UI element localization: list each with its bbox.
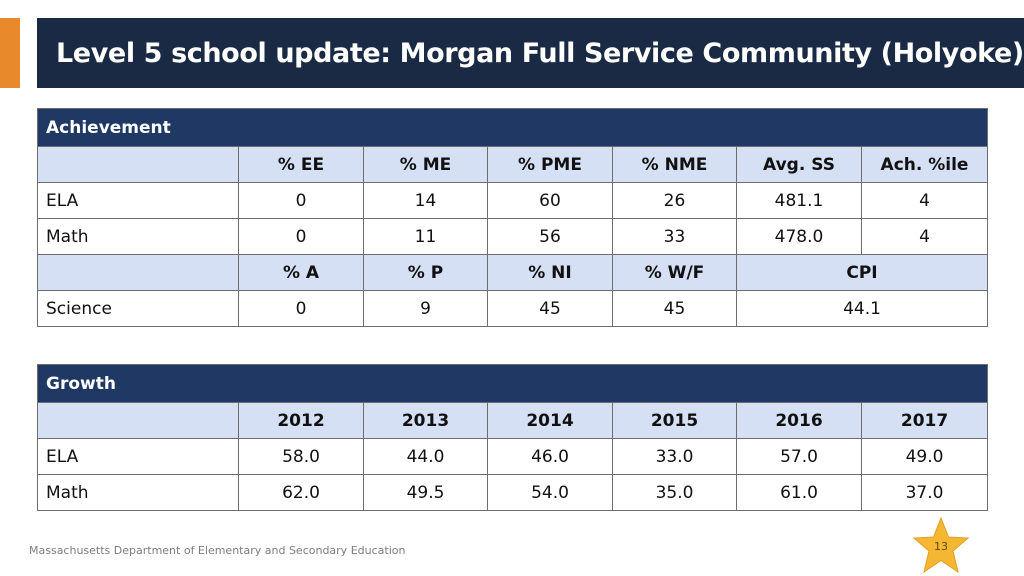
table-cell: 46.0 [487, 438, 613, 475]
table-cell: 56 [487, 218, 613, 255]
table-cell: 0 [238, 182, 364, 219]
column-header: 2016 [736, 402, 862, 439]
column-header: % PME [487, 146, 613, 183]
column-header: Avg. SS [736, 146, 862, 183]
footer-organization: Massachusetts Department of Elementary a… [29, 544, 406, 557]
table-cell: 478.0 [736, 218, 862, 255]
table-cell: 33.0 [612, 438, 737, 475]
column-header: 2017 [860, 402, 989, 439]
table-cell: 4 [860, 182, 989, 219]
table-cell: 54.0 [487, 474, 613, 511]
row-label: ELA [37, 438, 239, 475]
column-header: % ME [363, 146, 488, 183]
table-cell: 45 [487, 290, 613, 327]
table-cell: 49.0 [860, 438, 989, 475]
column-header: CPI [735, 254, 989, 291]
page-title: Level 5 school update: Morgan Full Servi… [56, 37, 1024, 69]
growth-column-headers: 2012 2013 2014 2015 2016 2017 [37, 402, 989, 439]
title-banner: Level 5 school update: Morgan Full Servi… [37, 18, 1024, 88]
table-cell: 61.0 [736, 474, 862, 511]
column-header: 2012 [238, 402, 364, 439]
table-row: ELA 0 14 60 26 481.1 4 [37, 182, 989, 219]
table-cell: 0 [238, 290, 364, 327]
table-cell: 481.1 [736, 182, 862, 219]
table-cell: 0 [238, 218, 364, 255]
table-row: Math 0 11 56 33 478.0 4 [37, 218, 989, 255]
table-row: Math 62.0 49.5 54.0 35.0 61.0 37.0 [37, 474, 989, 511]
table-row: ELA 58.0 44.0 46.0 33.0 57.0 49.0 [37, 438, 989, 475]
table-cell: 49.5 [363, 474, 488, 511]
column-header: 2015 [612, 402, 737, 439]
science-column-headers: % A % P % NI % W/F CPI [37, 254, 989, 291]
table-row: Science 0 9 45 45 44.1 [37, 290, 989, 327]
row-label: Math [37, 474, 239, 511]
table-cell: 57.0 [736, 438, 862, 475]
growth-section-header: Growth [36, 364, 989, 403]
table-cell: 37.0 [860, 474, 989, 511]
star-icon [912, 516, 970, 574]
column-header: % EE [238, 146, 364, 183]
table-cell: 45 [612, 290, 737, 327]
blank-header-cell [37, 254, 239, 291]
table-cell: 58.0 [238, 438, 364, 475]
blank-header-cell [37, 402, 239, 439]
page-number: 13 [934, 540, 948, 553]
column-header: % NME [612, 146, 737, 183]
column-header: % A [238, 254, 364, 291]
table-cell: 33 [612, 218, 737, 255]
column-header: Ach. %ile [860, 146, 989, 183]
row-label: Science [37, 290, 239, 327]
table-cell: 4 [860, 218, 989, 255]
column-header: 2013 [363, 402, 488, 439]
table-cell: 11 [363, 218, 488, 255]
achievement-section-header: Achievement [36, 108, 989, 147]
table-cell: 14 [363, 182, 488, 219]
table-cell: 44.0 [363, 438, 488, 475]
table-cell: 35.0 [612, 474, 737, 511]
row-label: ELA [37, 182, 239, 219]
column-header: % P [363, 254, 488, 291]
table-cell: 26 [612, 182, 737, 219]
column-header: 2014 [487, 402, 613, 439]
table-cell: 60 [487, 182, 613, 219]
table-cell: 44.1 [735, 290, 989, 327]
table-cell: 9 [363, 290, 488, 327]
achievement-table: Achievement % EE % ME % PME % NME Avg. S… [36, 108, 989, 327]
row-label: Math [37, 218, 239, 255]
column-header: % NI [487, 254, 613, 291]
growth-table: Growth 2012 2013 2014 2015 2016 2017 ELA… [36, 364, 989, 511]
column-header: % W/F [612, 254, 737, 291]
table-cell: 62.0 [238, 474, 364, 511]
achievement-column-headers: % EE % ME % PME % NME Avg. SS Ach. %ile [37, 146, 989, 183]
blank-header-cell [37, 146, 239, 183]
accent-bar [0, 18, 20, 88]
